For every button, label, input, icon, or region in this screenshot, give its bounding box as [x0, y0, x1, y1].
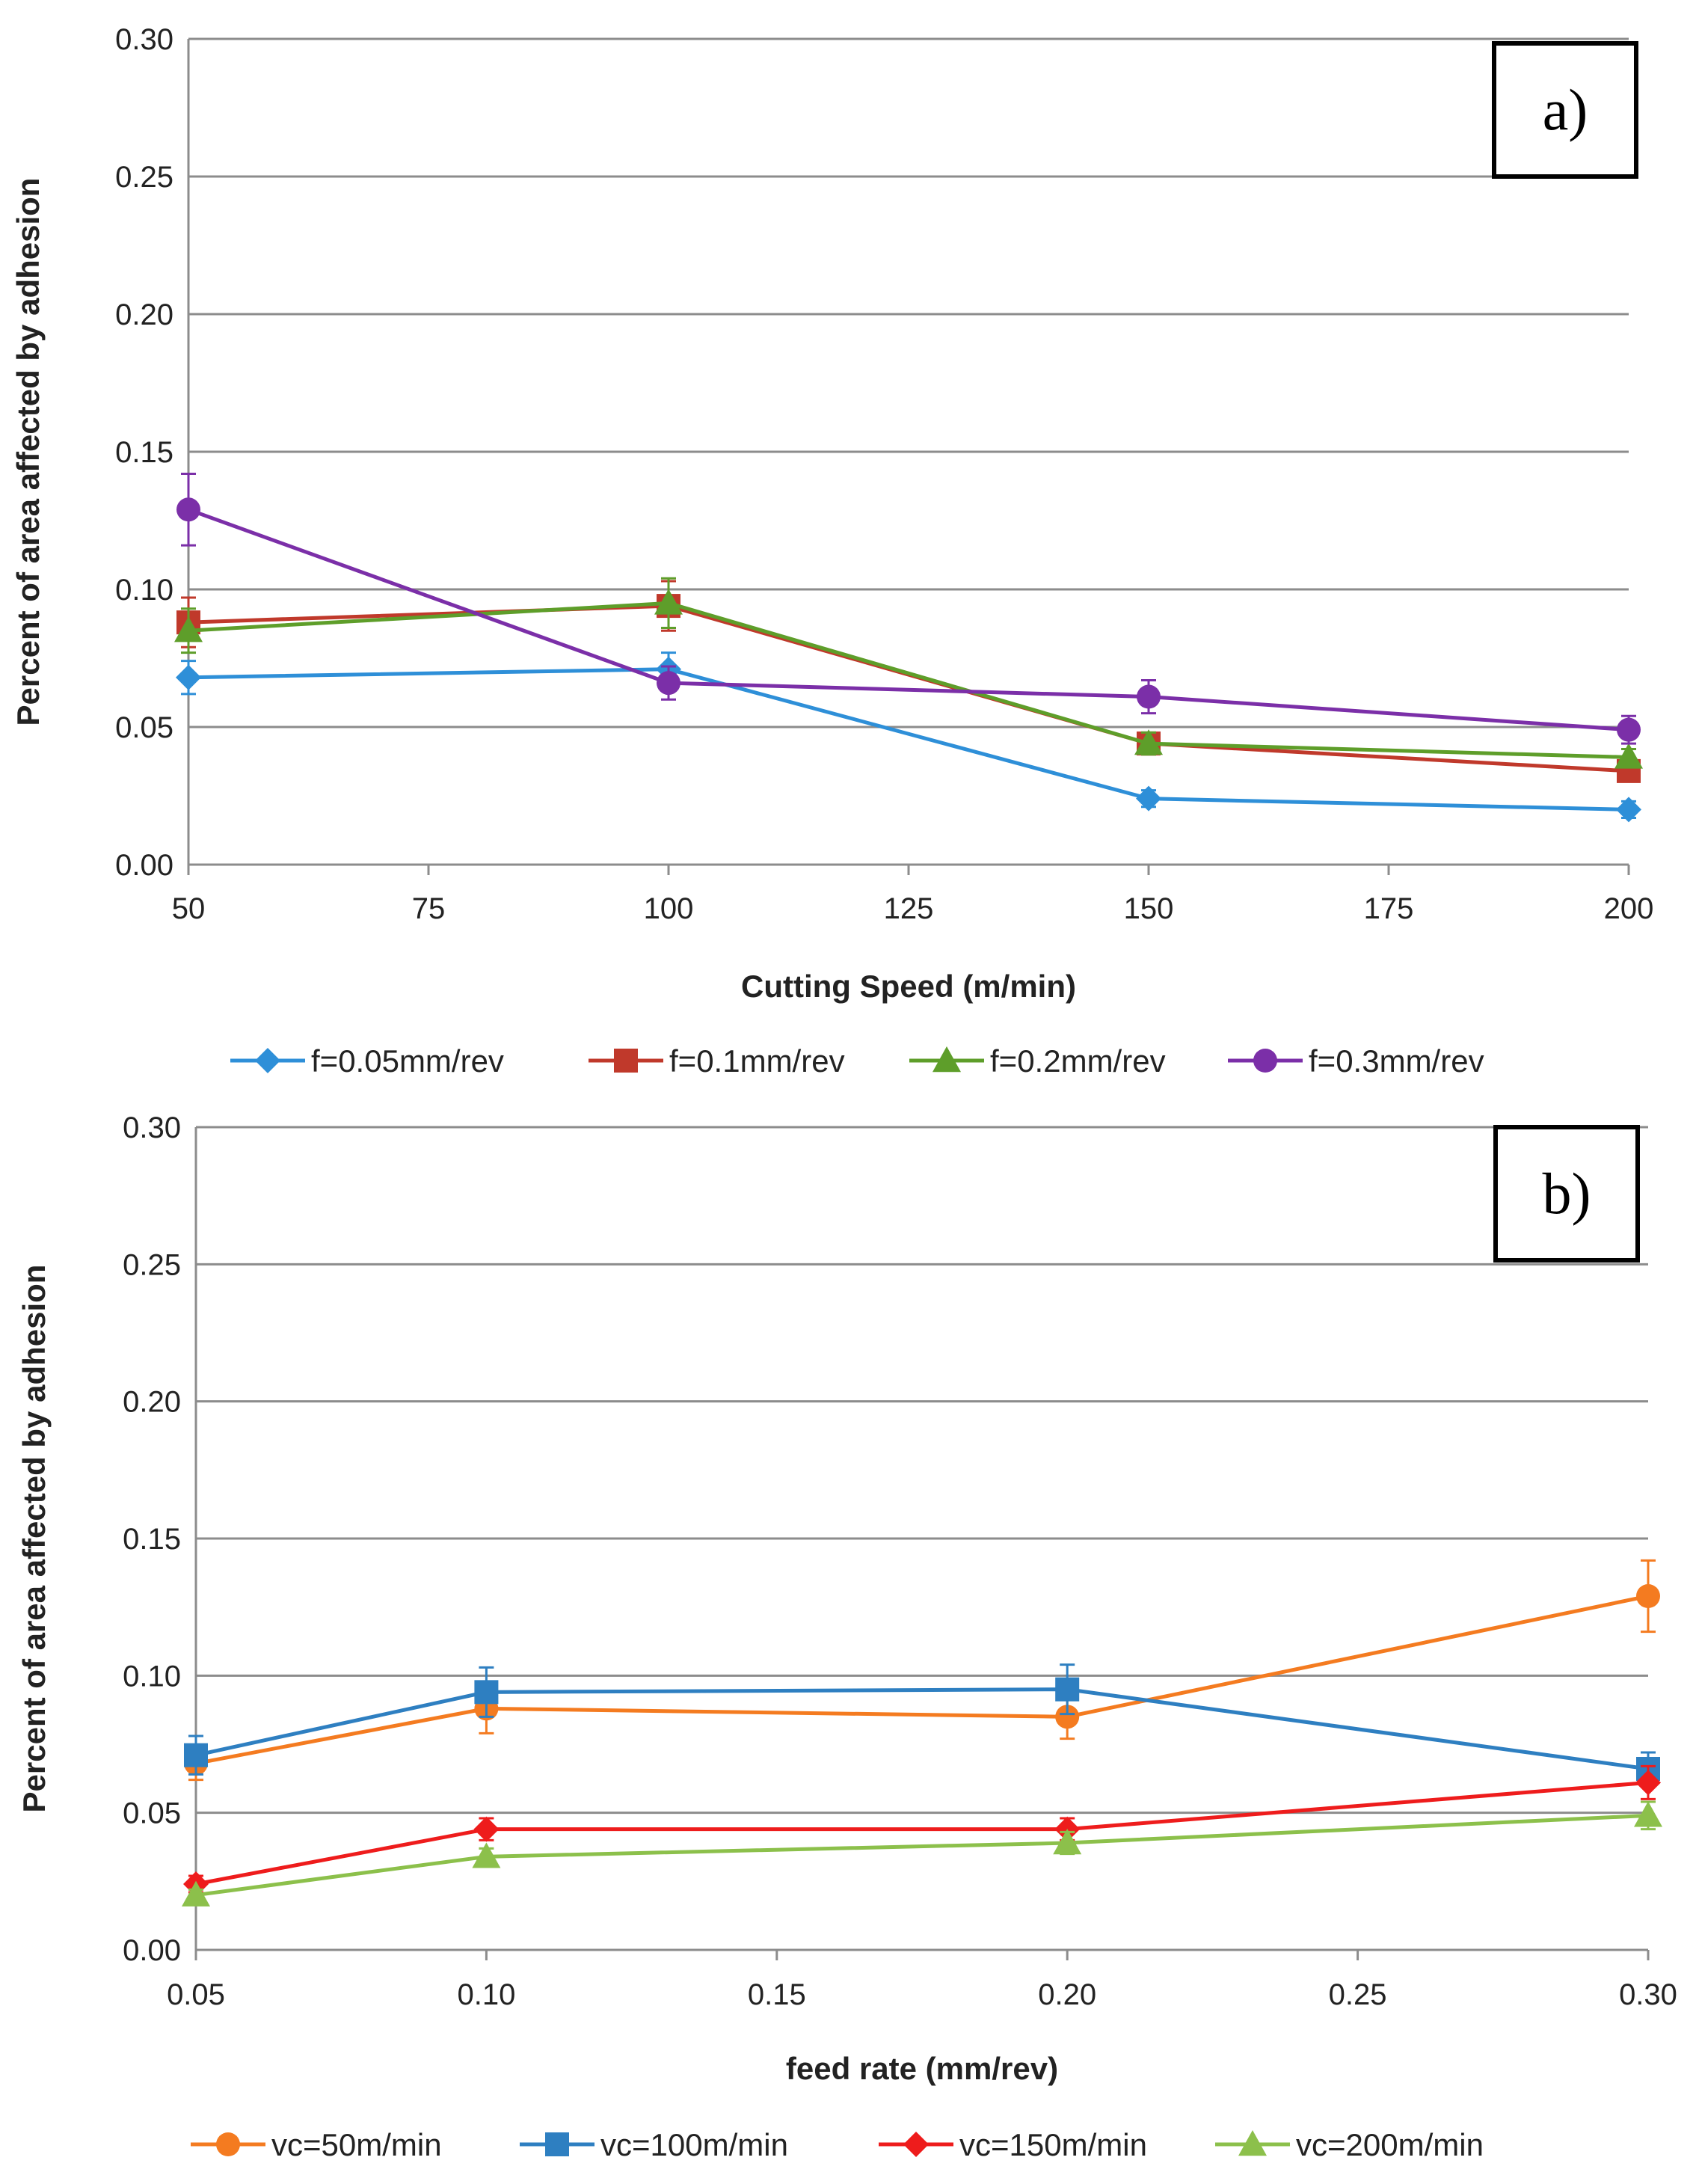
- legend-label: f=0.05mm/rev: [311, 1043, 504, 1079]
- legend-item: f=0.2mm/rev: [909, 1043, 1166, 1079]
- series-3: [183, 1764, 1661, 1897]
- panel-label-box: [1492, 41, 1638, 179]
- data-point: [654, 589, 683, 615]
- data-point: [1634, 1801, 1662, 1827]
- x-tick-label: 0.15: [748, 1978, 806, 2011]
- x-tick-label: 0.30: [1619, 1978, 1677, 2011]
- chart-panel-1: 0.00 0.05 0.10 0.15 0.20 0.25 0.30 50 75 100 125 15…: [10, 23, 1653, 1079]
- legend-label: vc=200m/min: [1296, 2127, 1484, 2162]
- legend-label: f=0.1mm/rev: [669, 1043, 845, 1079]
- series-line: [188, 601, 1629, 759]
- y-tick-label: 0.10: [123, 1660, 181, 1693]
- data-point: [1055, 1705, 1080, 1729]
- x-tick-label: 125: [884, 892, 934, 925]
- x-tick-label: 0.20: [1038, 1978, 1096, 2011]
- x-tick-label: 200: [1604, 892, 1654, 925]
- data-point: [1617, 717, 1641, 742]
- x-tick-label: 100: [644, 892, 694, 925]
- data-point: [1134, 729, 1163, 755]
- y-tick-label: 0.20: [115, 298, 173, 331]
- series-line: [195, 1687, 1649, 1771]
- x-tick-label: 0.05: [167, 1978, 225, 2011]
- series-line: [195, 1780, 1649, 1886]
- legend: vc=50m/min vc=100m/min vc=150m/min vc=200m/…: [191, 2127, 1484, 2162]
- data-point: [1616, 797, 1641, 823]
- x-tick-label: 0.10: [457, 1978, 515, 2011]
- x-tick-label: 175: [1364, 892, 1414, 925]
- legend-marker: [545, 2132, 569, 2156]
- legend-marker: [1238, 2130, 1267, 2156]
- y-tick-label: 0.10: [115, 574, 173, 607]
- x-tick-label: 150: [1124, 892, 1174, 925]
- data-point: [182, 1880, 210, 1907]
- y-tick-label: 0.25: [123, 1248, 181, 1281]
- panel-label: b): [1543, 1161, 1591, 1226]
- legend-item: vc=200m/min: [1215, 2127, 1484, 2162]
- legend-item: f=0.1mm/rev: [589, 1043, 845, 1079]
- y-tick-label: 0.30: [115, 23, 173, 56]
- data-point: [176, 497, 200, 522]
- legend-label: vc=150m/min: [959, 2127, 1147, 2162]
- data-point: [1137, 684, 1161, 709]
- legend-item: vc=50m/min: [191, 2127, 442, 2162]
- y-tick-label: 0.05: [123, 1797, 181, 1830]
- legend-marker: [1253, 1049, 1277, 1073]
- y-tick-label: 0.15: [115, 436, 173, 469]
- series-4: [182, 1800, 1662, 1907]
- y-axis-label: Percent of area affected by adhesion: [16, 1265, 52, 1813]
- series-line: [195, 1813, 1649, 1898]
- x-tick-label: 0.25: [1329, 1978, 1387, 2011]
- series-1: [176, 651, 1641, 823]
- panel-label: a): [1543, 77, 1588, 142]
- legend-label: vc=50m/min: [271, 2127, 442, 2162]
- x-tick-label: 75: [412, 892, 446, 925]
- data-point: [176, 664, 201, 690]
- y-tick-label: 0.00: [115, 849, 173, 882]
- legend-item: f=0.05mm/rev: [230, 1043, 504, 1079]
- data-point: [1136, 785, 1161, 812]
- legend-item: vc=100m/min: [520, 2127, 788, 2162]
- data-point: [473, 1816, 500, 1842]
- y-axis-label: Percent of area affected by adhesion: [10, 178, 46, 726]
- y-tick-label: 0.25: [115, 161, 173, 194]
- y-tick-label: 0.00: [123, 1934, 181, 1967]
- data-point: [1055, 1677, 1080, 1702]
- series-line: [195, 1594, 1649, 1766]
- data-point: [1053, 1829, 1082, 1855]
- y-tick-label: 0.15: [123, 1523, 181, 1556]
- x-tick-label: 50: [172, 892, 206, 925]
- data-point: [657, 671, 680, 696]
- data-point: [472, 1842, 501, 1868]
- data-point: [474, 1680, 499, 1705]
- series-4: [176, 472, 1641, 745]
- legend-label: f=0.3mm/rev: [1309, 1043, 1484, 1079]
- legend-marker: [903, 2132, 929, 2157]
- legend-marker: [614, 1049, 638, 1073]
- data-point: [1635, 1770, 1661, 1796]
- series-1: [184, 1559, 1660, 1782]
- data-point: [1614, 743, 1643, 769]
- y-tick-label: 0.05: [115, 711, 173, 744]
- series-line: [188, 667, 1629, 812]
- series-line: [188, 507, 1629, 732]
- chart-panel-2: 0.00 0.05 0.10 0.15 0.20 0.25 0.30 0.05 0.10 0.15…: [16, 1111, 1677, 2162]
- data-point: [174, 616, 203, 642]
- x-axis-label: feed rate (mm/rev): [786, 2051, 1058, 2086]
- legend-label: vc=100m/min: [600, 2127, 788, 2162]
- data-point: [184, 1743, 208, 1767]
- y-tick-label: 0.20: [123, 1386, 181, 1419]
- legend-item: f=0.3mm/rev: [1228, 1043, 1484, 1079]
- legend-marker: [255, 1048, 280, 1073]
- legend-label: f=0.2mm/rev: [990, 1043, 1166, 1079]
- y-tick-label: 0.30: [123, 1111, 181, 1144]
- series-3: [174, 577, 1643, 769]
- legend-marker: [216, 2132, 240, 2156]
- panel-label-box: [1493, 1125, 1640, 1263]
- legend-item: vc=150m/min: [879, 2127, 1147, 2162]
- x-axis-label: Cutting Speed (m/min): [741, 969, 1076, 1004]
- legend: f=0.05mm/rev f=0.1mm/rev f=0.2mm/rev f=0.3m…: [230, 1043, 1484, 1079]
- legend-marker: [933, 1046, 961, 1073]
- data-point: [1636, 1584, 1660, 1608]
